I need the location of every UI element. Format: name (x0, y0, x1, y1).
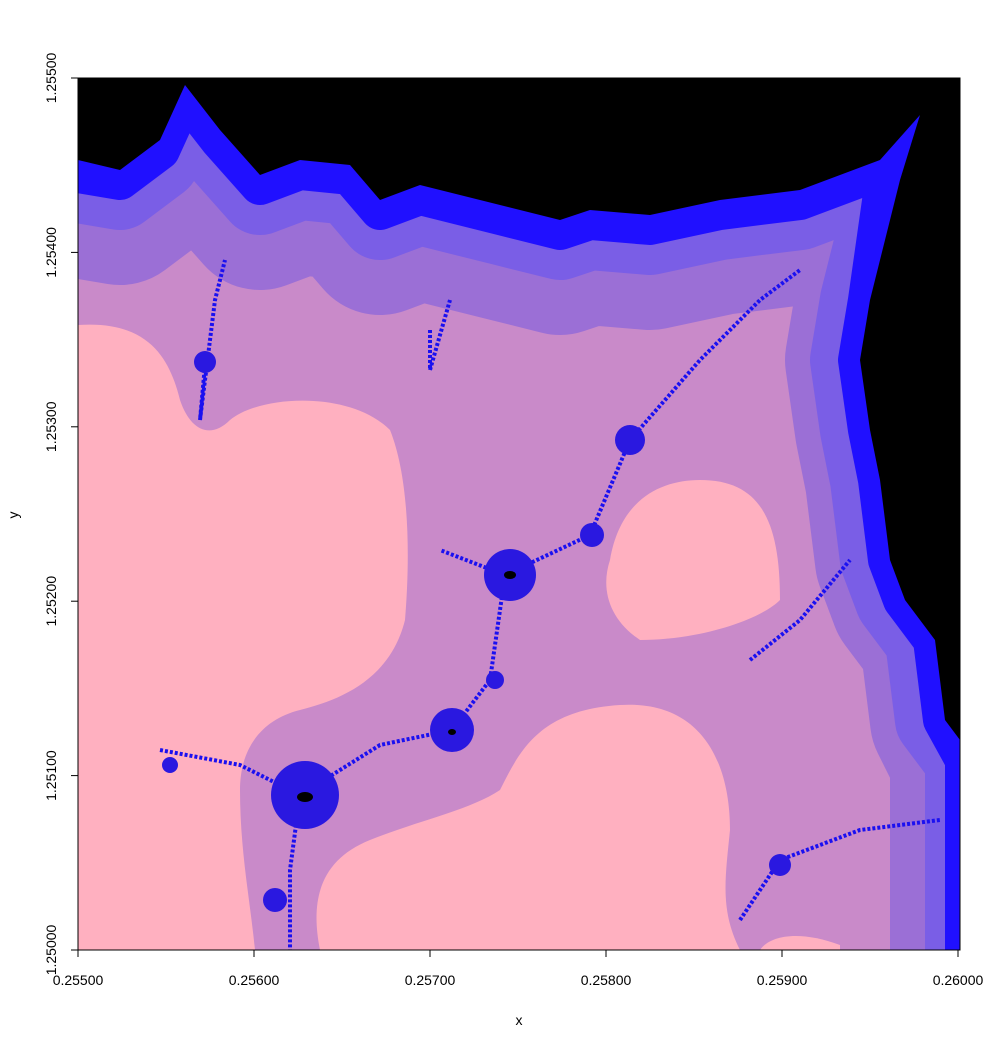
y-tick-label: 1.25000 (43, 924, 59, 975)
fractal-image (78, 78, 960, 950)
y-tick-label: 1.25400 (43, 227, 59, 278)
y-tick-label: 1.25200 (43, 576, 59, 627)
y-tick-label: 1.25500 (43, 52, 59, 103)
x-tick-label: 0.25700 (405, 972, 456, 988)
y-tick-label: 1.25300 (43, 401, 59, 452)
x-axis-label: x (516, 1012, 523, 1028)
x-tick-label: 0.25600 (229, 972, 280, 988)
y-tick-label: 1.25100 (43, 750, 59, 801)
x-tick-label: 0.25900 (757, 972, 808, 988)
x-tick-label: 0.25800 (581, 972, 632, 988)
x-tick-label: 0.26000 (933, 972, 984, 988)
x-tick-label: 0.25500 (53, 972, 104, 988)
y-axis-label: y (5, 512, 21, 519)
